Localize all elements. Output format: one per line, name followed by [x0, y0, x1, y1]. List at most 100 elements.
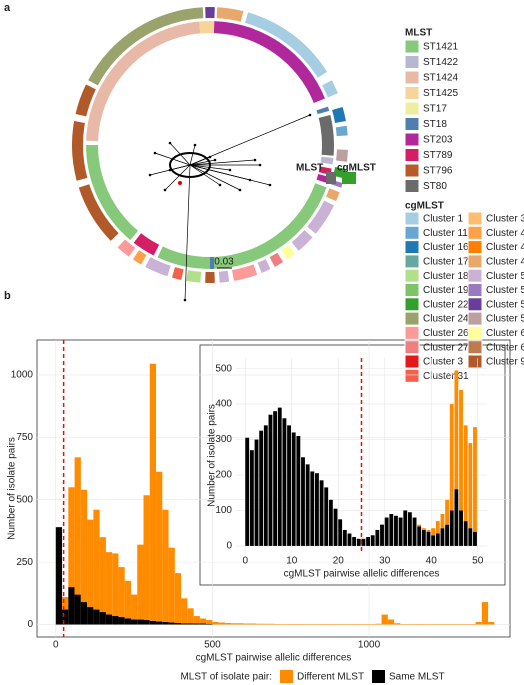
panel-label: a: [4, 2, 11, 14]
histogram-bar: [445, 524, 450, 546]
legend-swatch: [467, 240, 483, 255]
cgmlst-ring-segment: [307, 200, 335, 234]
histogram-bar: [394, 623, 401, 625]
mlst-ring-segment: [213, 183, 327, 269]
y-tick-label: 300: [215, 434, 232, 445]
histogram-bar: [268, 414, 273, 546]
tree-tip: [308, 113, 312, 117]
y-tick-label: 1000: [11, 370, 34, 381]
cgmlst-ring-segment: [322, 80, 338, 98]
legend-label: Cluster 58: [486, 314, 524, 325]
y-tick-label: 0: [226, 541, 232, 552]
histogram-bar: [296, 436, 301, 546]
histogram-bar: [93, 509, 100, 610]
legend-label: ST80: [423, 181, 447, 192]
cgmlst-ring-segment: [71, 121, 88, 181]
histogram-bar: [162, 509, 169, 623]
legend-swatch: [404, 283, 420, 297]
histogram-bar: [473, 531, 477, 546]
legend-swatch: [280, 670, 293, 683]
legend-label: ST1424: [423, 73, 458, 84]
cgmlst-ring-segment: [186, 270, 202, 283]
histogram-bar: [440, 528, 445, 546]
histogram-bar: [218, 622, 225, 625]
histogram-bar: [249, 450, 254, 546]
histogram-bar: [426, 529, 431, 532]
tree-branch: [189, 159, 256, 166]
legend-title: MLST: [405, 28, 432, 39]
histogram-bar: [380, 524, 384, 546]
mlst-ring-segment: [316, 106, 330, 115]
legend-swatch: [404, 254, 420, 269]
histogram-bar: [250, 623, 257, 625]
cgmlst-ring-segment: [326, 188, 340, 202]
histogram-bar: [162, 622, 169, 625]
y-tick-label: 500: [215, 363, 232, 374]
histogram-bar: [187, 608, 194, 624]
legend-label: ST1422: [423, 57, 458, 68]
mlst-ring-segment: [213, 21, 325, 104]
legend-swatch: [404, 86, 420, 100]
histogram-bar: [87, 607, 94, 625]
legend-swatch: [404, 132, 420, 147]
histogram-bar: [287, 425, 291, 546]
tree-branch: [189, 164, 241, 191]
legend-label: Cluster 16: [423, 242, 469, 253]
cgmlst-ring-segment: [171, 267, 184, 280]
histogram-bar: [356, 538, 361, 546]
x-tick-label: 20: [333, 556, 345, 567]
legend-label: ST789: [423, 150, 453, 161]
histogram-bar: [398, 517, 403, 546]
tree-tip: [268, 183, 272, 187]
histogram-bar: [118, 617, 125, 625]
tree-tip: [213, 158, 217, 162]
x-axis-label: cgMLST pairwise allelic differences: [284, 569, 440, 580]
histogram-bar: [352, 537, 357, 546]
histogram-bar: [174, 573, 182, 624]
histogram-bar: [301, 457, 305, 546]
tree-tip: [193, 143, 197, 147]
cgmlst-ring-segment: [269, 252, 284, 267]
histogram-bar: [137, 544, 144, 620]
tree-branch: [169, 164, 191, 171]
cgmlst-ring-segment: [281, 245, 295, 260]
tree-tip: [153, 151, 157, 155]
legend-swatch: [404, 163, 420, 178]
ring-label: cgMLST: [337, 163, 376, 174]
mlst-ring-segment: [133, 233, 160, 256]
histogram-bar: [224, 623, 232, 625]
tree-tip: [258, 163, 262, 167]
legend-label: Cluster 19: [423, 285, 469, 296]
histogram-bar: [231, 623, 238, 625]
tree-tip: [168, 141, 172, 145]
tree-tip: [163, 188, 167, 192]
histogram-bar: [305, 464, 310, 546]
legend-swatch: [467, 283, 483, 297]
legend-swatch: [404, 55, 420, 69]
cgmlst-ring-segment: [257, 259, 271, 273]
mlst-ring-segment: [86, 145, 139, 240]
histogram-bar: [199, 623, 207, 625]
histogram-bar: [87, 519, 94, 608]
histogram-bar: [168, 547, 175, 623]
cgmlst-ring-segment: [88, 7, 204, 86]
histogram-bar: [347, 533, 352, 546]
histogram-bar: [473, 427, 477, 532]
histogram-bar: [68, 587, 75, 625]
histogram-bar: [263, 425, 268, 546]
legend-swatch: [404, 39, 420, 54]
y-tick-label: 750: [16, 432, 33, 443]
histogram-bar: [168, 622, 175, 625]
histogram-bar: [143, 495, 150, 621]
histogram-bar: [435, 521, 440, 534]
x-tick-label: 40: [426, 556, 438, 567]
x-tick-label: 0: [53, 640, 59, 651]
mlst-ring-segment: [320, 156, 334, 165]
legend-swatch: [404, 70, 420, 85]
legend-label: ST796: [423, 166, 453, 177]
histogram-bar: [199, 618, 207, 624]
histogram-bar: [468, 443, 473, 529]
histogram-bar: [245, 437, 250, 546]
legend-title: MLST of isolate pair:: [180, 672, 272, 683]
legend-label: Cluster 6: [486, 328, 524, 339]
